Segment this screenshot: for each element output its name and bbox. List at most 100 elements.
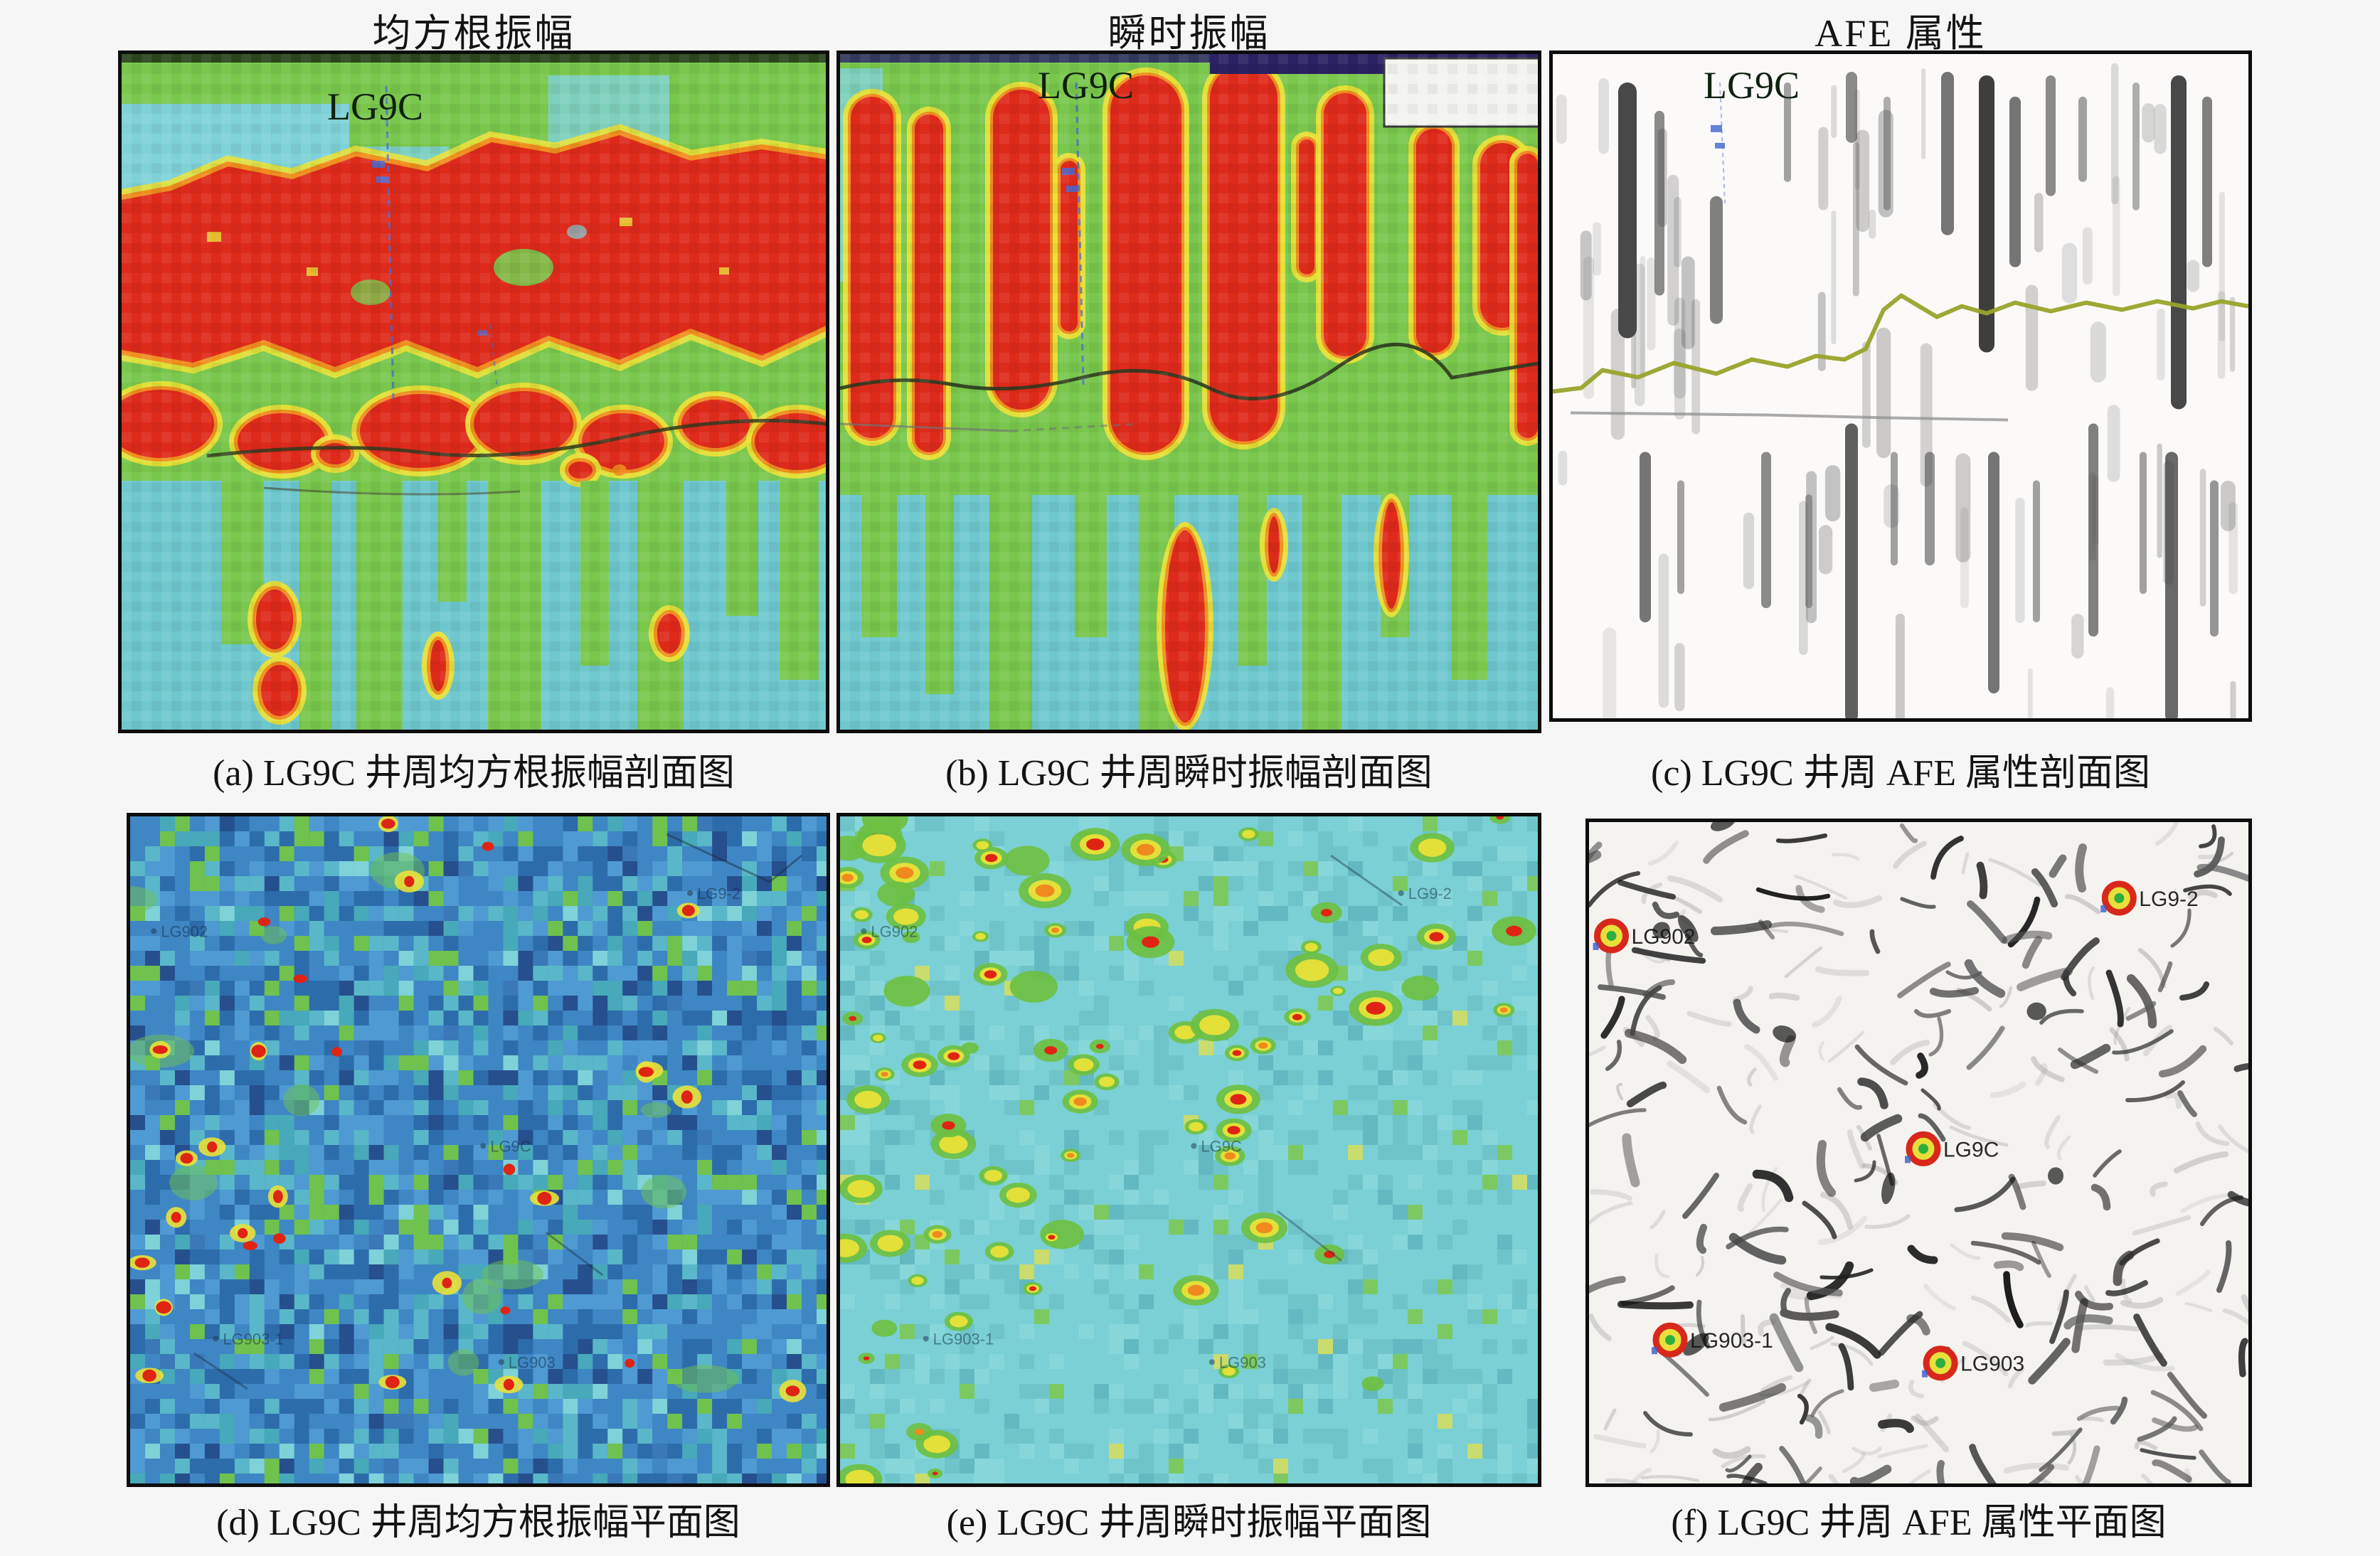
mosaic-cell <box>339 846 354 861</box>
mosaic-cell <box>563 906 578 921</box>
mosaic-cell <box>667 1040 683 1055</box>
mosaic-cell <box>1378 1025 1393 1040</box>
mosaic-cell <box>974 1399 989 1414</box>
mosaic-cell <box>787 1040 802 1055</box>
mosaic-cell <box>294 1339 309 1354</box>
mosaic-cell <box>413 1175 429 1190</box>
afe-worm <box>1810 1389 1844 1417</box>
mosaic-cell <box>607 1279 623 1294</box>
mosaic-cell <box>1124 1324 1139 1339</box>
afe-worm-light <box>1988 858 2041 887</box>
mosaic-cell <box>503 1324 519 1339</box>
mosaic-cell <box>772 1354 787 1369</box>
mosaic-cell <box>742 1249 758 1264</box>
mosaic-cell <box>1393 1115 1408 1130</box>
mosaic-cell <box>533 996 548 1011</box>
afe-worm-light <box>1712 1446 1751 1459</box>
mosaic-cell <box>368 906 384 921</box>
mosaic-cell <box>593 1264 608 1279</box>
anomaly-ring <box>1189 1121 1204 1132</box>
mosaic-cell <box>1408 1429 1423 1444</box>
mosaic-cell <box>473 1324 489 1339</box>
mosaic-cell <box>637 831 653 846</box>
mosaic-cell <box>1303 1040 1318 1055</box>
mosaic-cell <box>354 1339 369 1354</box>
mosaic-cell <box>1288 831 1303 846</box>
afe-worm <box>1752 1169 1794 1203</box>
mosaic-cell <box>563 981 578 996</box>
mosaic-cell <box>458 1384 474 1399</box>
mosaic-cell <box>309 1444 324 1459</box>
afe-worm-light <box>1645 1015 1660 1041</box>
mosaic-cell <box>368 1085 384 1100</box>
mosaic-cell <box>1213 846 1228 861</box>
mosaic-cell <box>870 1220 885 1235</box>
mosaic-cell <box>742 981 758 996</box>
mosaic-cell <box>533 936 548 951</box>
mosaic-cell <box>697 1175 713 1190</box>
mosaic-cell <box>622 1324 638 1339</box>
mosaic-cell <box>413 1070 429 1085</box>
mosaic-cell <box>428 921 444 936</box>
mosaic-cell <box>652 951 668 966</box>
mosaic-cell <box>309 951 324 966</box>
mosaic-cell <box>488 861 504 876</box>
mosaic-cell <box>533 1130 548 1145</box>
mosaic-cell <box>802 1130 817 1145</box>
mosaic-cell <box>219 1294 235 1309</box>
mosaic-cell <box>264 1160 280 1175</box>
anomaly-halo <box>1361 1376 1384 1392</box>
mosaic-cell <box>697 1145 713 1160</box>
mosaic-cell <box>900 1220 915 1235</box>
mosaic-cell <box>383 996 399 1011</box>
mosaic-cell <box>697 891 713 906</box>
mosaic-cell <box>1497 1249 1512 1264</box>
mosaic-cell <box>488 1040 504 1055</box>
mosaic-cell <box>637 1309 653 1324</box>
mosaic-cell <box>354 1085 369 1100</box>
mosaic-cell <box>264 1354 280 1369</box>
afe-streak <box>2217 291 2226 379</box>
mosaic-cell <box>309 1025 324 1040</box>
mosaic-cell <box>548 816 563 831</box>
mosaic-cell <box>757 1145 772 1160</box>
afe-worm-light <box>2075 1475 2086 1483</box>
mosaic-cell <box>637 966 653 981</box>
mosaic-cell <box>787 1011 802 1025</box>
afe-worm-light <box>1708 1400 1766 1422</box>
mosaic-cell <box>518 1235 533 1249</box>
mosaic-cell <box>637 876 653 891</box>
mosaic-cell <box>607 921 623 936</box>
well-marker-icon <box>1923 1345 1958 1381</box>
mosaic-cell <box>339 951 354 966</box>
mosaic-cell <box>264 891 280 906</box>
well-dot <box>861 928 867 934</box>
mosaic-cell <box>249 1100 265 1115</box>
mosaic-cell <box>817 966 827 981</box>
mosaic-cell <box>219 1399 235 1414</box>
mosaic-cell <box>757 891 772 906</box>
mosaic-cell <box>130 966 145 981</box>
mosaic-cell <box>697 1160 713 1175</box>
mosaic-cell <box>368 1055 384 1070</box>
mosaic-cell <box>488 981 504 996</box>
mosaic-cell <box>324 1279 339 1294</box>
mosaic-cell <box>945 1249 960 1264</box>
mosaic-cell <box>772 1309 787 1324</box>
mosaic-cell <box>234 1474 250 1483</box>
mosaic-cell <box>473 1025 489 1040</box>
anomaly-ring <box>893 908 919 925</box>
mosaic-cell <box>593 1070 608 1085</box>
mosaic-cell <box>473 1160 489 1175</box>
mosaic-cell <box>264 831 280 846</box>
mosaic-cell <box>249 1339 265 1354</box>
mosaic-cell <box>622 1130 638 1145</box>
mosaic-cell <box>219 1279 235 1294</box>
mosaic-cell <box>787 876 802 891</box>
mosaic-cell <box>279 846 294 861</box>
mosaic-cell <box>652 1040 668 1055</box>
mosaic-cell <box>309 1205 324 1220</box>
mosaic-cell <box>443 1249 459 1264</box>
afe-streak <box>1941 71 1954 235</box>
